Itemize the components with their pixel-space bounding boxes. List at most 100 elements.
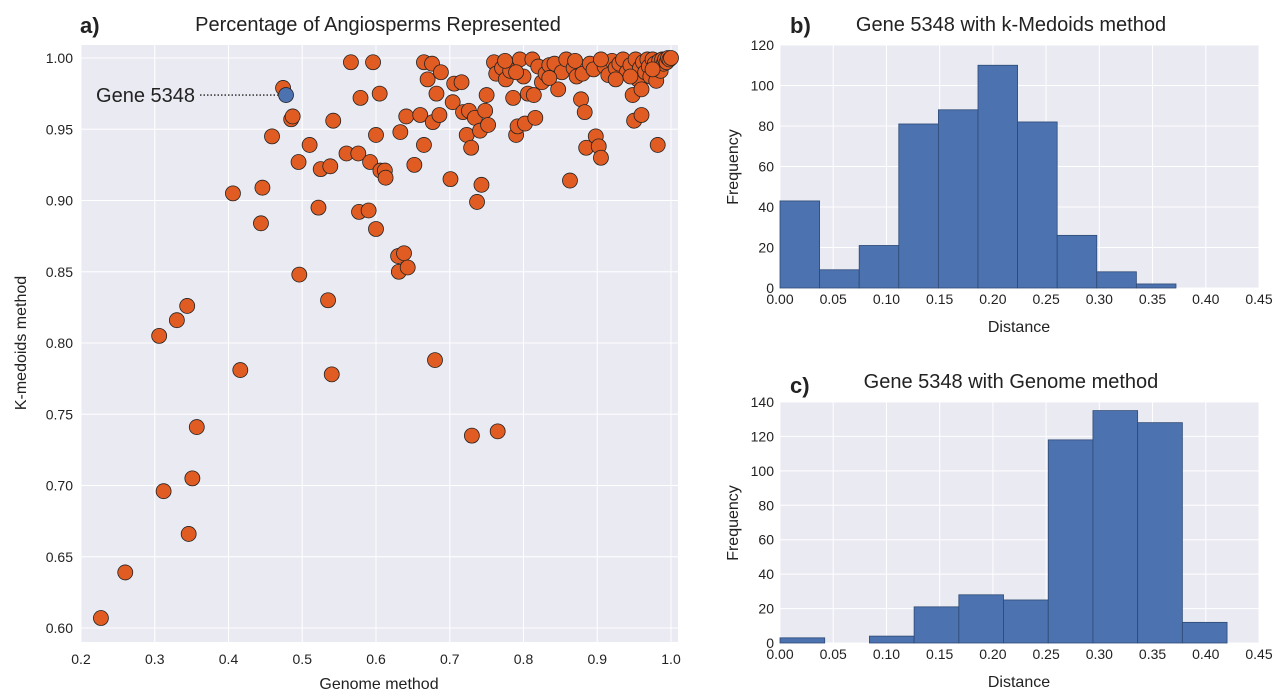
scatter-point: [419, 71, 436, 88]
scatter-point: [398, 108, 415, 125]
histogram-kmedoids-title: Gene 5348 with k-Medoids method: [856, 14, 1166, 36]
scatter-point: [377, 169, 394, 186]
scatter-point: [179, 298, 196, 314]
scatter-point: [180, 526, 197, 542]
histogram-bar: [779, 200, 820, 289]
x-tick-label: 0.30: [1086, 646, 1113, 662]
histogram-bar: [1056, 234, 1098, 289]
x-tick-label: 0.4: [219, 651, 239, 667]
histogram-bar: [898, 123, 939, 289]
scatter-point: [352, 90, 369, 106]
scatter-point: [392, 124, 409, 141]
y-tick-label: 0.85: [46, 264, 73, 280]
scatter-point: [622, 68, 639, 85]
y-tick-label: 40: [758, 566, 774, 582]
histogram-genome-y-ticks: 0 20 40 60 80 100 120 140: [751, 394, 775, 651]
histogram-genome-panel: c) Gene 5348 with Genome method 0.00 0.05…: [725, 371, 1273, 690]
scatter-point: [567, 52, 584, 69]
highlight-label: Gene 5348: [96, 85, 195, 107]
scatter-point: [469, 194, 485, 210]
x-tick-label: 0.35: [1139, 291, 1166, 307]
scatter-point: [412, 107, 429, 123]
histogram-bar: [858, 245, 900, 289]
scatter-point: [525, 87, 542, 103]
histogram-kmedoids-panel: b) Gene 5348 with k-Medoids method 0.00 0…: [725, 13, 1273, 336]
x-tick-label: 0.40: [1192, 646, 1219, 662]
histogram-kmedoids-y-axis-label: Frequency: [725, 129, 742, 205]
scatter-point: [663, 50, 679, 66]
histogram-bar: [1181, 621, 1228, 644]
histogram-genome-y-axis-label: Frequency: [725, 485, 742, 561]
y-tick-label: 60: [758, 159, 774, 175]
x-tick-label: 0.10: [873, 291, 900, 307]
scatter-point: [301, 137, 318, 153]
x-tick-label: 0.3: [145, 651, 165, 667]
histogram-bar: [937, 109, 979, 289]
scatter-point: [541, 70, 558, 86]
x-tick-label: 0.15: [926, 291, 953, 307]
x-tick-label: 0.8: [514, 651, 534, 667]
histogram-kmedoids-bars: [779, 64, 1177, 289]
scatter-point: [633, 81, 650, 98]
scatter-point: [633, 107, 650, 123]
scatter-point: [416, 137, 432, 153]
histogram-bar: [1047, 439, 1094, 644]
y-tick-label: 120: [751, 37, 775, 53]
histogram-bar: [1017, 121, 1058, 289]
histogram-bar: [869, 635, 915, 644]
scatter-point: [505, 90, 522, 106]
scatter-point: [463, 139, 480, 156]
y-tick-label: 0.90: [46, 193, 73, 209]
x-tick-label: 0.5: [293, 651, 313, 667]
scatter-point: [527, 109, 544, 126]
scatter-point: [320, 292, 336, 309]
y-tick-label: 0.95: [46, 121, 73, 137]
x-tick-label: 0.35: [1139, 646, 1166, 662]
scatter-point: [291, 266, 308, 283]
scatter-point: [360, 202, 377, 219]
scatter-point: [362, 154, 379, 170]
x-tick-label: 0.40: [1192, 291, 1219, 307]
histogram-genome-x-ticks: 0.00 0.05 0.10 0.15 0.20 0.25 0.30 0.35 0.40 0.45: [766, 646, 1272, 662]
scatter-point: [427, 352, 443, 369]
x-tick-label: 0.7: [440, 651, 460, 667]
histogram-genome-bars: [779, 410, 1228, 644]
y-tick-label: 0.75: [46, 406, 73, 422]
x-tick-label: 0.00: [766, 646, 793, 662]
scatter-x-axis-label: Genome method: [319, 676, 438, 690]
y-tick-label: 0: [766, 635, 774, 651]
x-tick-label: 0.2: [71, 651, 91, 667]
scatter-point: [444, 94, 461, 111]
histogram-kmedoids-x-ticks: 0.00 0.05 0.10 0.15 0.20 0.25 0.30 0.35 0.40 0.45: [766, 291, 1272, 307]
scatter-point: [399, 259, 416, 276]
y-tick-label: 80: [758, 118, 774, 134]
scatter-point: [343, 54, 359, 71]
x-tick-label: 0.00: [766, 291, 793, 307]
scatter-point: [365, 54, 381, 71]
scatter-point: [151, 327, 168, 344]
scatter-point: [368, 221, 384, 237]
scatter-point: [325, 112, 342, 129]
scatter-point: [350, 145, 367, 162]
scatter-points: [93, 50, 679, 626]
scatter-point: [453, 74, 470, 91]
scatter-point: [188, 419, 205, 435]
y-tick-label: 0: [766, 280, 774, 296]
y-tick-label: 0.65: [46, 549, 73, 565]
y-tick-label: 0.60: [46, 620, 73, 636]
scatter-point: [432, 64, 449, 81]
scatter-point: [607, 71, 624, 88]
x-tick-label: 0.15: [926, 646, 953, 662]
scatter-point: [155, 483, 172, 500]
y-tick-label: 0.70: [46, 478, 73, 494]
scatter-point: [406, 156, 423, 173]
x-tick-label: 0.45: [1245, 646, 1272, 662]
scatter-point: [644, 61, 661, 78]
histogram-bar: [779, 637, 826, 644]
scatter-point: [168, 312, 185, 329]
scatter-point: [480, 117, 497, 133]
scatter-point: [284, 108, 301, 125]
scatter-point: [93, 610, 109, 626]
x-tick-label: 0.05: [820, 291, 847, 307]
scatter-point: [576, 104, 593, 121]
